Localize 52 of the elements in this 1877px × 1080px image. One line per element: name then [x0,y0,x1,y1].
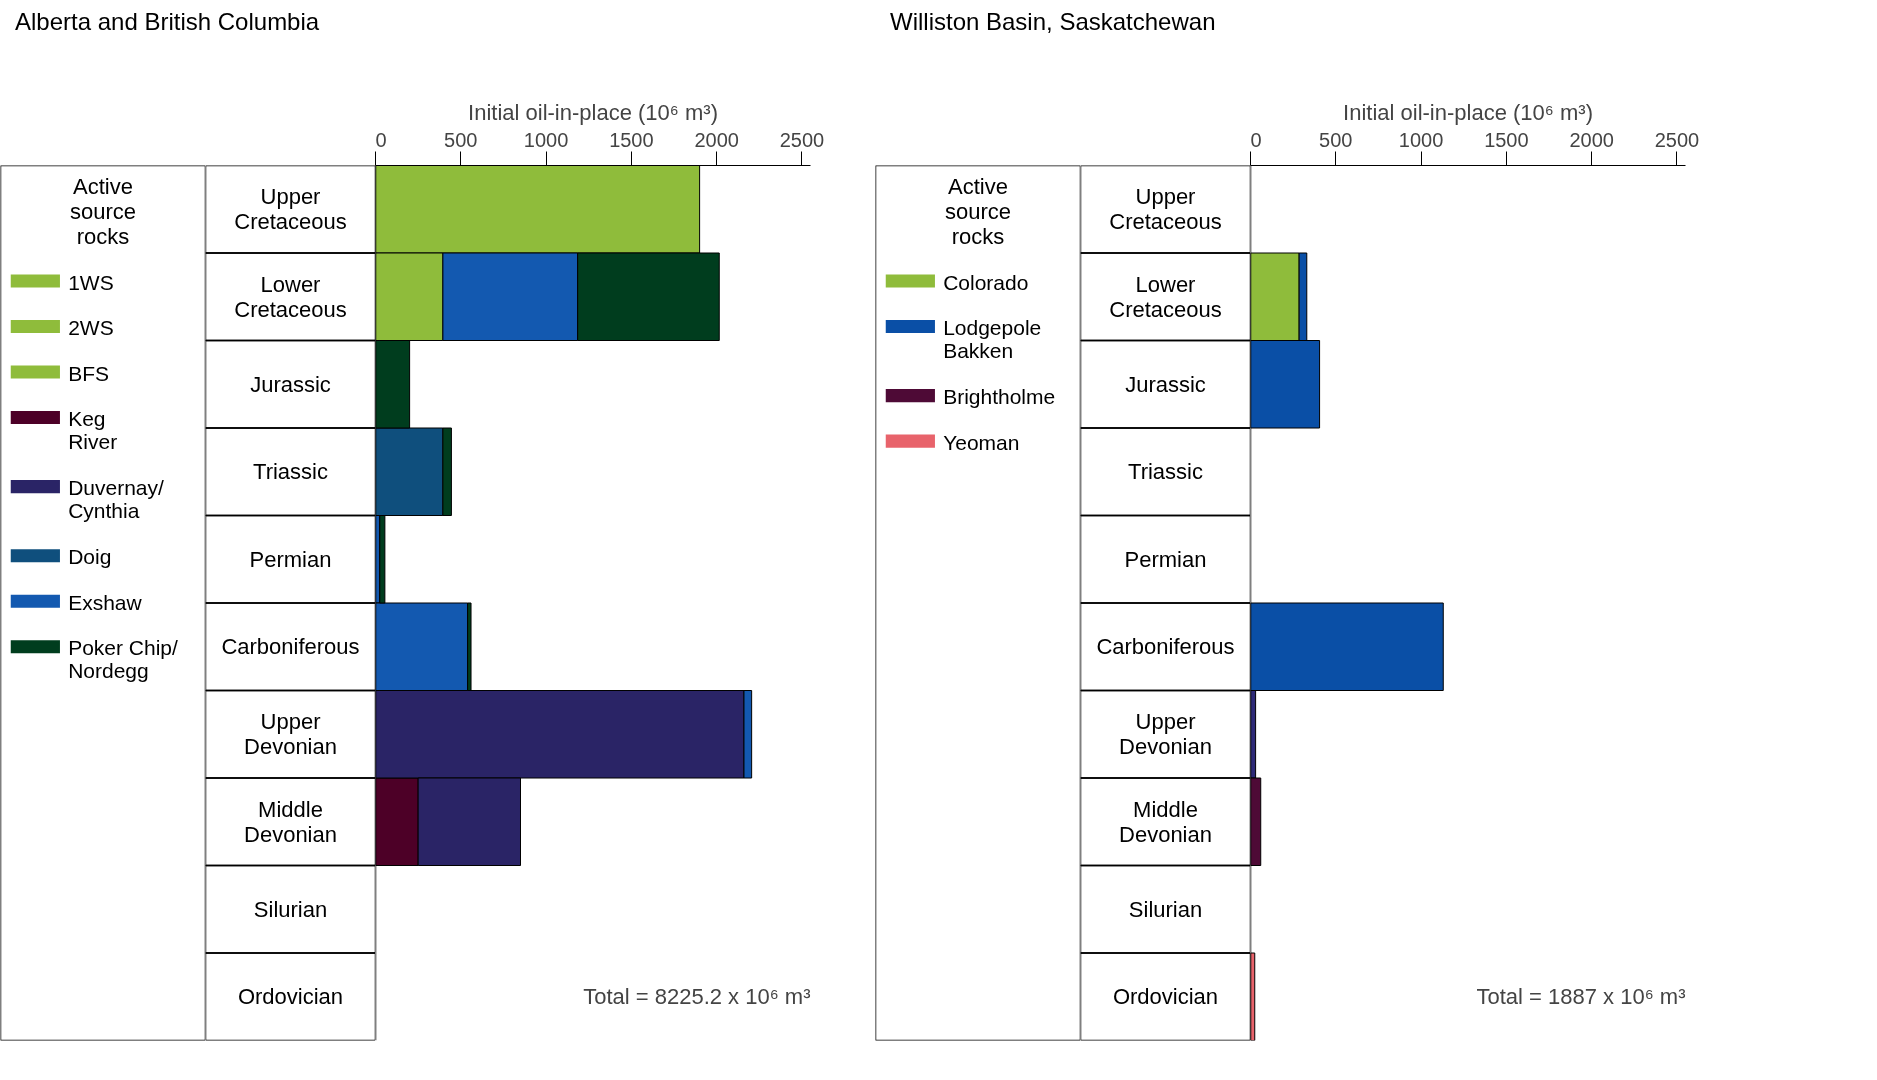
legend-label: Doig [68,545,112,569]
annotation: Total = 8225.2 x 10⁶ m³ [583,984,811,1010]
legend-label: Keg River [68,407,118,453]
x-tick-label: 2500 [1654,128,1700,151]
x-axis-title: Initial oil-in-place (10⁶ m³) [1343,99,1593,125]
text: Alberta and British Columbia [15,7,320,37]
legend-label: Colorado [943,270,1029,294]
legend-label: Poker Chip/ Nordegg [68,636,179,683]
x-tick-label: 2000 [1569,128,1614,151]
legend-title: Active source rocks [69,174,137,250]
legend-label: Duvernay/ Cynthia [68,476,165,523]
legend-label: Exshaw [68,590,143,614]
x-axis-title: Initial oil-in-place (10⁶ m³) [468,99,718,125]
x-tick-label: 1500 [609,128,654,151]
legend-label: BFS [68,361,109,385]
y-tick-label: Triassic [1128,459,1203,485]
x-tick-label: 1500 [1484,128,1529,151]
x-tick-label: 1000 [1398,128,1444,151]
y-tick-label: Carboniferous [1096,634,1235,660]
y-tick-label: Middle Devonian [244,796,337,847]
y-tick-label: Carboniferous [221,634,360,660]
annotation: Total = 1887 x 10⁶ m³ [1476,984,1686,1010]
y-tick-label: Upper Devonian [244,709,337,760]
y-tick-label: Upper Cretaceous [1109,184,1222,235]
text: Williston Basin, Saskatchewan [890,7,1216,37]
y-tick-label: Lower Cretaceous [1109,271,1222,322]
legend-label: Yeoman [943,430,1020,454]
legend-label: 2WS [68,316,114,339]
y-tick-label: Upper Devonian [1119,709,1212,760]
y-tick-label: Permian [249,546,332,572]
legend-label: 1WS [68,270,114,294]
y-tick-label: Triassic [253,459,328,485]
x-tick-label: 1000 [523,128,569,151]
y-tick-label: Lower Cretaceous [234,271,347,322]
x-tick-label: 0 [375,128,387,151]
legend-label: Lodgepole Bakken [943,316,1042,362]
y-tick-label: Silurian [1128,896,1203,922]
x-tick-label: 2500 [779,128,825,151]
x-tick-label: 2000 [694,128,739,151]
y-tick-label: Silurian [253,896,328,922]
y-tick-label: Permian [1124,546,1207,572]
y-tick-label: Middle Devonian [1119,796,1212,847]
x-tick-label: 500 [444,128,478,151]
x-tick-label: 500 [1319,128,1353,151]
y-tick-label: Jurassic [1125,371,1206,397]
y-tick-label: Ordovician [237,984,344,1010]
y-tick-label: Upper Cretaceous [234,184,347,235]
y-tick-label: Ordovician [1112,984,1219,1010]
y-tick-label: Jurassic [250,371,331,397]
legend-label: Brightholme [943,385,1056,409]
legend-title: Active source rocks [944,174,1012,250]
x-tick-label: 0 [1250,128,1262,151]
